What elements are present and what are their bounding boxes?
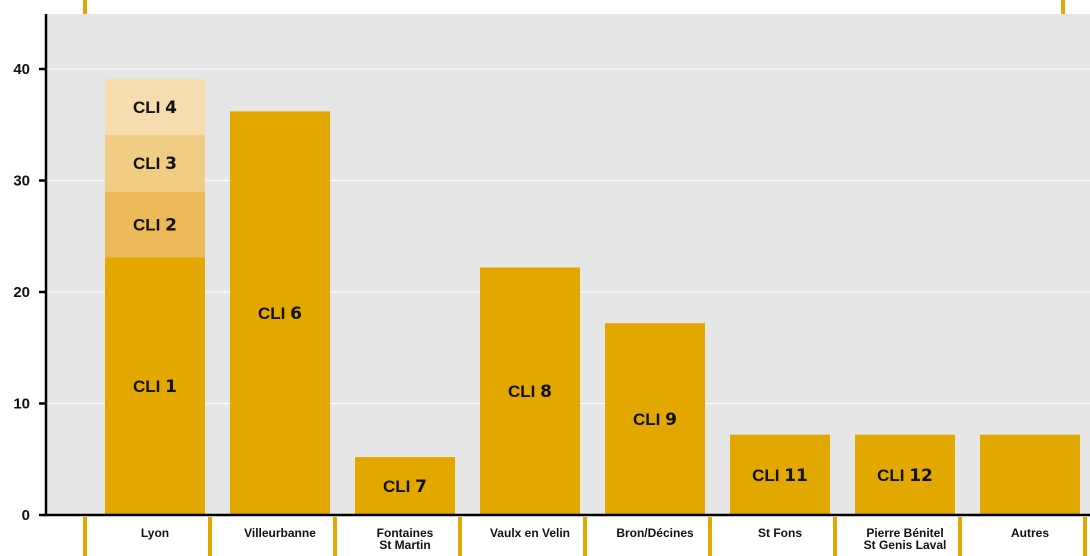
y-tick-label: 30 [13, 173, 30, 190]
bar-segment [980, 434, 1080, 515]
bar-data-label: CLI 3 [133, 154, 177, 174]
bar-data-label: CLI 9 [633, 410, 677, 430]
x-category-label: Autres [1011, 526, 1049, 540]
bar-data-label: CLI 1 [133, 377, 177, 397]
bar-data-label: CLI 12 [877, 466, 933, 486]
bar-segment [105, 257, 205, 515]
bar-segment [480, 267, 580, 515]
x-category-label: Pierre Bénitel St Genis Laval [864, 526, 947, 552]
y-tick-label: 40 [13, 61, 30, 78]
x-category-label: St Fons [758, 526, 802, 540]
bar-segment [855, 434, 955, 515]
bars [105, 79, 1080, 516]
bar-data-label: CLI 2 [133, 216, 177, 236]
bar-segment [105, 79, 205, 135]
x-category-label: Villeurbanne [244, 526, 316, 540]
x-category-label: Vaulx en Velin [490, 526, 570, 540]
bar-segment [355, 457, 455, 515]
accent-ticks [83, 0, 1087, 556]
y-tick-label: 0 [22, 507, 30, 524]
bar-segment [230, 111, 330, 516]
bar-data-label: CLI 6 [258, 304, 302, 324]
bar-segment [605, 323, 705, 515]
x-category-labels: Lyon Villeurbanne Fontaines St Martin Vaulx … [141, 526, 1049, 552]
bar-data-label: CLI 7 [383, 477, 427, 497]
bar-segment [105, 134, 205, 192]
bar-labels: CLI 1 CLI 2 CLI 3 CLI 4 CLI 6 CLI 7 CLI 8 CLI 9… [133, 98, 933, 497]
axes [44, 14, 1090, 517]
bar-segment [730, 434, 830, 515]
x-category-label: Fontaines St Martin [377, 526, 434, 552]
y-tick-label: 20 [13, 284, 30, 301]
y-tick-labels: 0 10 20 30 40 [13, 61, 46, 524]
bar-data-label: CLI 8 [508, 382, 552, 402]
bar-segment [105, 191, 205, 258]
x-category-label: Lyon [141, 526, 169, 540]
bar-data-label: CLI 11 [752, 466, 808, 486]
x-category-label: Bron/Décines [616, 526, 694, 540]
y-tick-label: 10 [13, 396, 30, 413]
bar-data-label: CLI 4 [133, 98, 177, 118]
